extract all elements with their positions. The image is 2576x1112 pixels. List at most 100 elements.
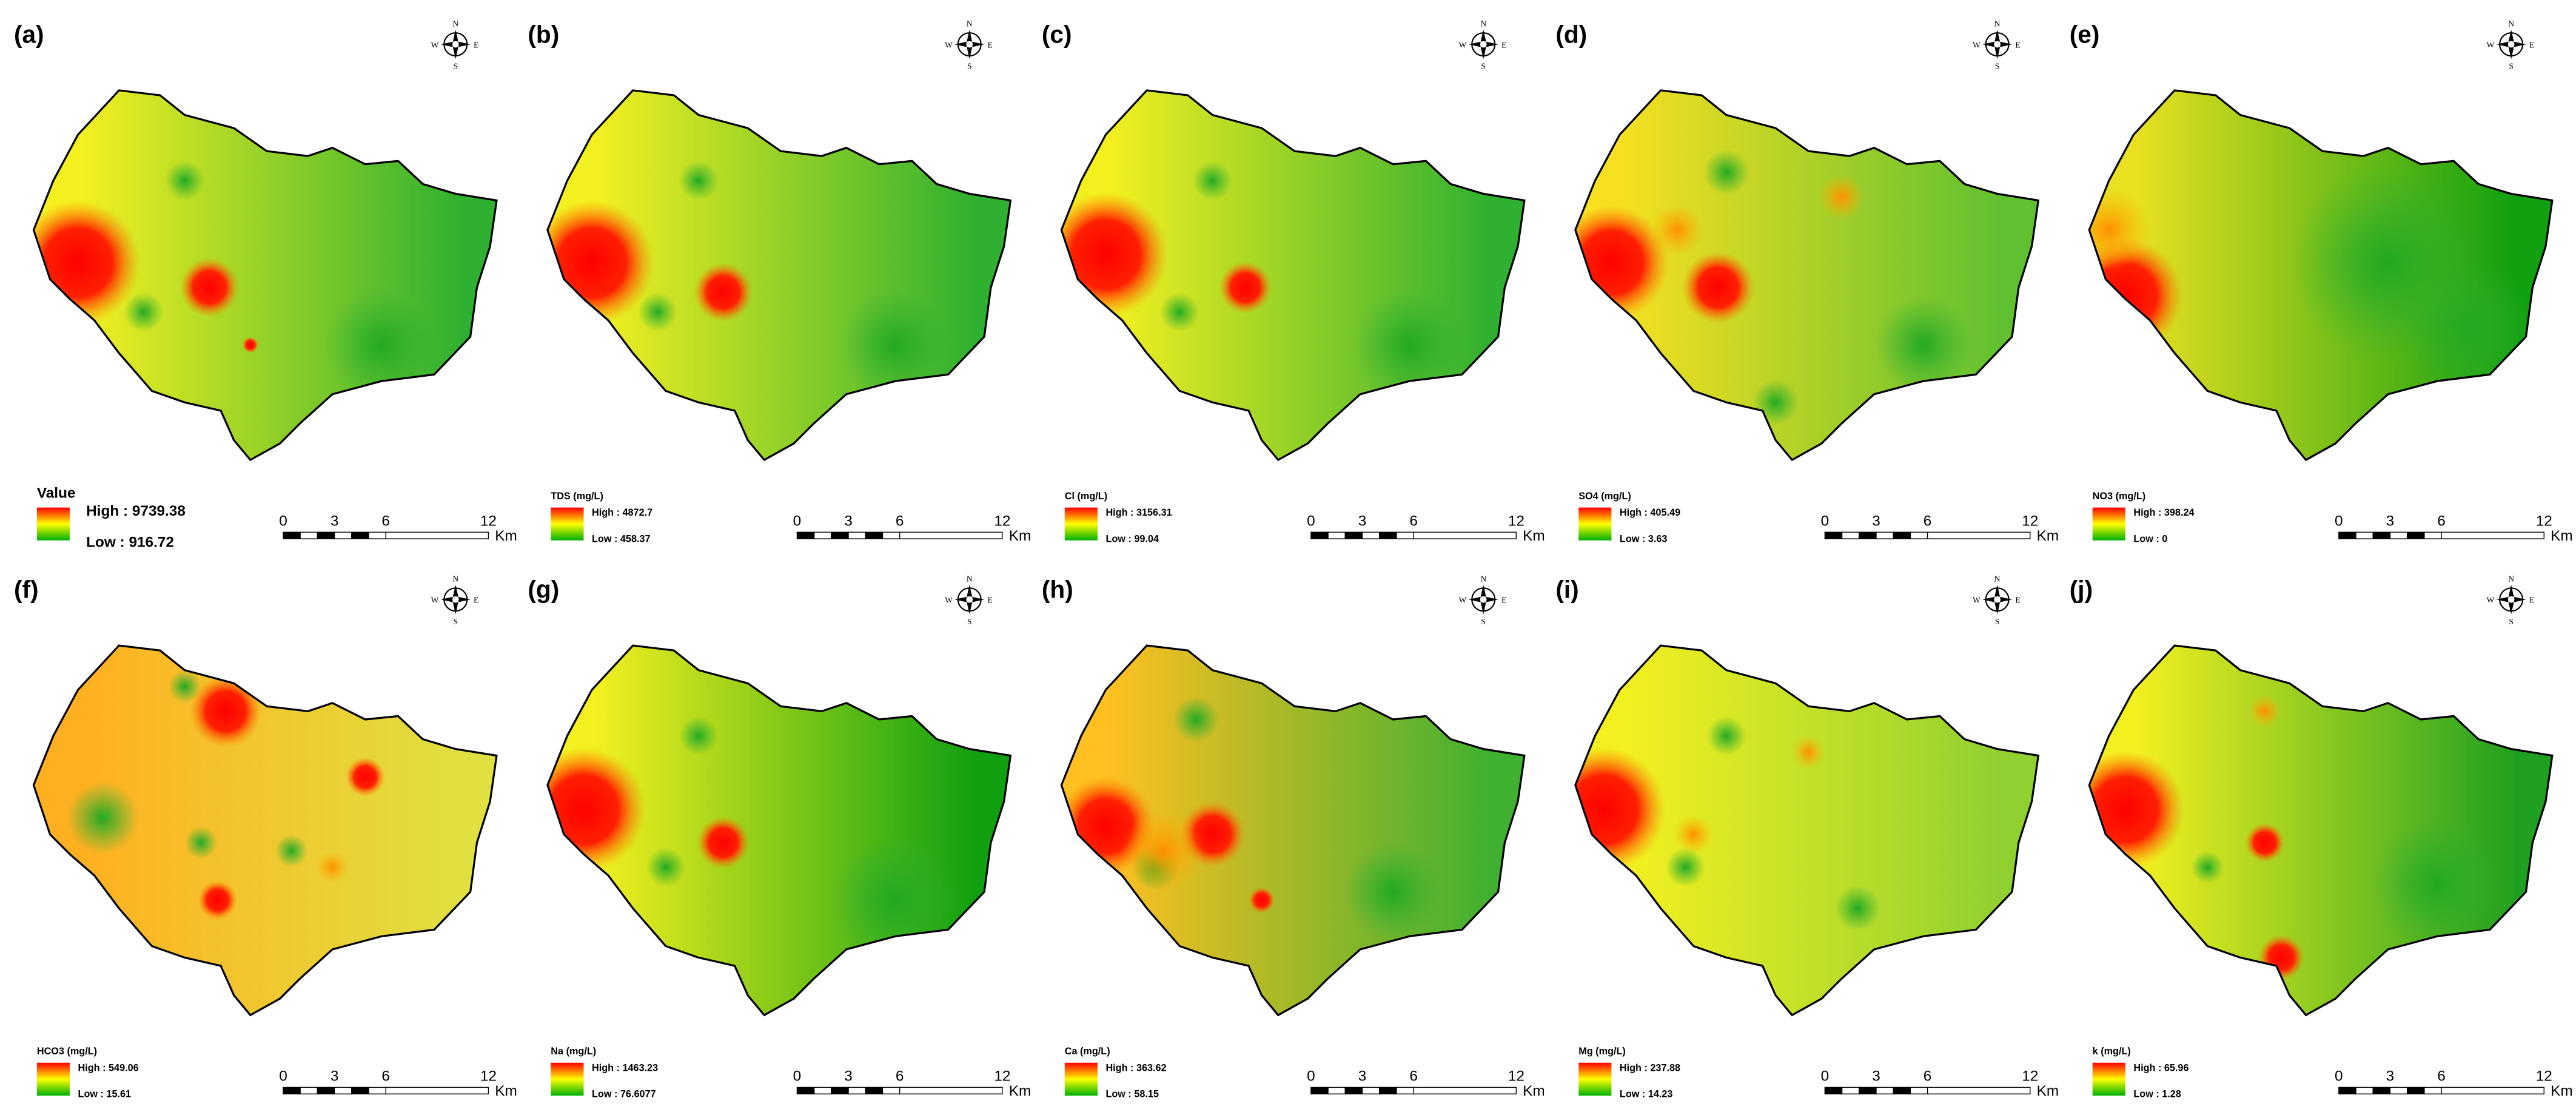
map-surface [33,90,497,460]
scale-segment [1396,1087,1414,1094]
map-blob [1818,174,1865,220]
scale-segment [385,1087,489,1094]
scale-segment [865,531,884,539]
panel-label: (h) [1042,576,1073,604]
legend-title: Na (mg/L) [551,1046,596,1057]
scale-segment [317,531,335,539]
scale-label: 6 [381,513,390,529]
scale-label: 3 [2386,1068,2395,1085]
legend-high: High : 237.88 [1620,1062,1680,1073]
compass-w: W [2486,41,2494,50]
scale-label: 6 [1409,513,1418,529]
legend-low: Low : 0 [2133,533,2167,544]
map-blob [1219,261,1272,314]
scale-segment [2338,531,2356,539]
scale-label: 6 [381,1068,390,1085]
compass-w: W [945,596,953,605]
map-blob [2371,818,2503,949]
scale-segment [899,531,1003,539]
map-blob [697,816,750,869]
scale-segment [882,531,901,539]
map-panel: (f) N S E W HCO3 (mg/L) High : 549.06 Low : 15.… [14,574,517,1099]
map-blob [2248,695,2282,728]
map-blob [693,263,753,322]
map-blob [1706,716,1746,756]
scale-unit: Km [1523,1083,1545,1099]
map-blob [838,287,953,403]
compass-star [1468,584,1498,615]
map-surface [33,645,497,1016]
compass-e: E [474,41,478,50]
map-surface [1575,90,2039,460]
map-blob [1674,814,1714,854]
scale-label: 0 [2335,1068,2343,1085]
compass-e: E [474,596,478,605]
scale-segment [1927,531,2031,539]
scale-segment [2424,1087,2442,1094]
panel-label: (g) [528,576,559,604]
scale-segment [1310,531,1329,539]
panel-label: (f) [14,576,39,604]
map-blob [275,834,308,868]
map-blob [2089,750,2185,869]
compass-star [2496,584,2526,615]
scale-segment [1876,1087,1894,1094]
map-blob [637,292,677,332]
compass-s: S [1995,62,2000,71]
scale-segment [2389,1087,2408,1094]
scale-segment [1361,1087,1380,1094]
compass-n: N [1480,19,1486,28]
scale-segment [1344,531,1363,539]
map-blob [2245,823,2285,863]
scale-label: 12 [1508,1068,1524,1085]
map-blob [1249,887,1275,914]
scale-label: 3 [330,1068,339,1085]
legend-title: Ca (mg/L) [1065,1046,1110,1057]
map-outline [1574,644,2040,1017]
scale-segment [334,1087,352,1094]
legend-swatch [1578,1062,1612,1096]
scale-segment [317,1087,335,1094]
scale-segment [2424,531,2442,539]
legend-high: High : 398.24 [2133,507,2194,518]
compass-star [440,29,471,59]
scale-label: 6 [1924,1068,1932,1085]
scale-segment [2441,531,2544,539]
map-outline [546,89,1012,462]
compass-w: W [431,596,439,605]
scale-segment [813,531,832,539]
compass: N S E W [2486,574,2534,625]
scale-segment [1344,1087,1363,1094]
scale-segment [1859,1087,1877,1094]
scale-segment [2372,531,2391,539]
compass-n: N [967,574,973,583]
compass-n: N [2508,19,2514,28]
scale-label: 0 [1307,1068,1315,1085]
scale-segment [2389,531,2408,539]
compass: N S E W [945,574,993,625]
scale-unit: Km [495,528,517,544]
map-blob [2191,851,2224,884]
scale-segment [796,531,815,539]
map-blob [1651,203,1704,257]
map-blob [1874,295,1973,394]
scale-segment [2355,531,2373,539]
map-blob [1703,149,1749,196]
scale-segment [283,531,301,539]
scale-segment [2406,1087,2425,1094]
compass-s: S [1481,617,1486,626]
legend-swatch [1064,507,1098,541]
map-surface [547,90,1011,460]
legend-title: SO4 (mg/L) [1578,491,1631,502]
compass-star [1468,29,1498,59]
scale-segment [1379,531,1397,539]
scale-label: 3 [1358,513,1367,529]
panel-label: (i) [1555,576,1578,604]
panel-label: (d) [1555,20,1587,48]
compass-e: E [988,41,993,50]
scale-segment [796,1087,815,1094]
scale-unit: Km [2037,1083,2059,1099]
legend-swatch [2092,507,2125,541]
compass-n: N [1994,19,2001,28]
